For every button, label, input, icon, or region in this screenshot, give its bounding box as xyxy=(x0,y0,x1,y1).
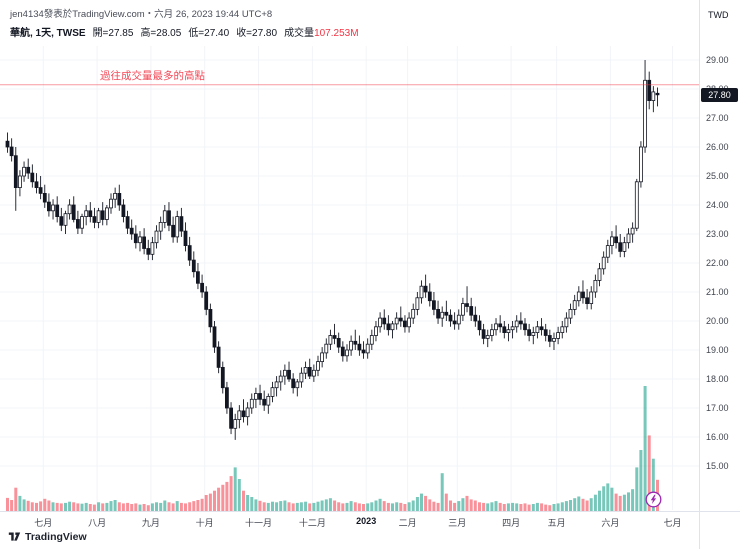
price-axis-label[interactable]: 22.00 xyxy=(706,258,729,268)
time-axis-label[interactable]: 六月 xyxy=(601,518,620,528)
lightning-bolt-icon xyxy=(650,494,657,504)
price-axis-label[interactable]: 21.00 xyxy=(706,287,729,297)
price-axis-label[interactable]: 23.00 xyxy=(706,229,729,239)
chart-pane[interactable] xyxy=(0,0,700,549)
time-axis-label[interactable]: 五月 xyxy=(547,518,566,528)
price-axis-label[interactable]: 18.00 xyxy=(706,374,729,384)
time-axis-label[interactable]: 八月 xyxy=(88,518,107,528)
watermark-label: TradingView xyxy=(25,530,87,543)
symbol-title[interactable]: 華航, 1天, TWSE xyxy=(10,28,86,39)
time-axis-label[interactable]: 九月 xyxy=(141,518,160,528)
price-axis-label[interactable]: 25.00 xyxy=(706,171,729,181)
price-axis[interactable]: TWD 29.0028.0027.0026.0025.0024.0023.002… xyxy=(700,0,740,549)
time-axis[interactable]: 七月 八月 九月 十月 十一月 十二月 2023 二月 三月 四月 五月 六月 七月 xyxy=(0,514,700,532)
price-axis-label[interactable]: 24.00 xyxy=(706,200,729,210)
price-axis-label[interactable]: 15.00 xyxy=(706,461,729,471)
price-axis-label[interactable]: 17.00 xyxy=(706,403,729,413)
tradingview-logo-icon xyxy=(8,532,21,541)
time-axis-label[interactable]: 十一月 xyxy=(244,518,273,528)
legend-field: 高=28.05 xyxy=(140,28,182,39)
time-axis-label[interactable]: 2023 xyxy=(356,516,377,526)
legend-field: 收=27.80 xyxy=(236,28,278,39)
currency-label: TWD xyxy=(708,10,729,20)
annotation-label[interactable]: 過往成交量最多的高點 xyxy=(100,69,205,82)
price-axis-label[interactable]: 19.00 xyxy=(706,345,729,355)
price-axis-label[interactable]: 29.00 xyxy=(706,55,729,65)
price-axis-label[interactable]: 27.00 xyxy=(706,113,729,123)
lightning-marker[interactable] xyxy=(645,491,662,508)
price-axis-label[interactable]: 16.00 xyxy=(706,432,729,442)
price-axis-label[interactable]: 20.00 xyxy=(706,316,729,326)
time-axis-label[interactable]: 二月 xyxy=(398,518,417,528)
tradingview-watermark[interactable]: TradingView xyxy=(8,530,87,543)
time-axis-label[interactable]: 十月 xyxy=(195,518,214,528)
legend-field: 低=27.40 xyxy=(188,28,230,39)
time-axis-label[interactable]: 四月 xyxy=(502,518,521,528)
current-price-label: 27.80 xyxy=(701,87,738,102)
legend-field: 成交量107.253M xyxy=(284,28,359,39)
ohlc-values: 開=27.85 高=28.05 低=27.40 收=27.80 成交量107.253M xyxy=(93,24,359,39)
price-axis-label[interactable]: 26.00 xyxy=(706,142,729,152)
time-axis-label[interactable]: 三月 xyxy=(448,518,467,528)
time-axis-label[interactable]: 七月 xyxy=(34,518,53,528)
price-axis-separator xyxy=(699,0,700,549)
time-axis-label[interactable]: 七月 xyxy=(663,518,682,528)
attribution-text: jen4134發表於TradingView.com・六月 26, 2023 19… xyxy=(10,9,273,20)
time-axis-separator xyxy=(0,511,740,512)
time-axis-label[interactable]: 十二月 xyxy=(298,518,326,528)
symbol-legend: 華航, 1天, TWSE 開=27.85 高=28.05 低=27.40 收=27.8… xyxy=(10,24,359,39)
legend-field: 開=27.85 xyxy=(92,28,134,39)
